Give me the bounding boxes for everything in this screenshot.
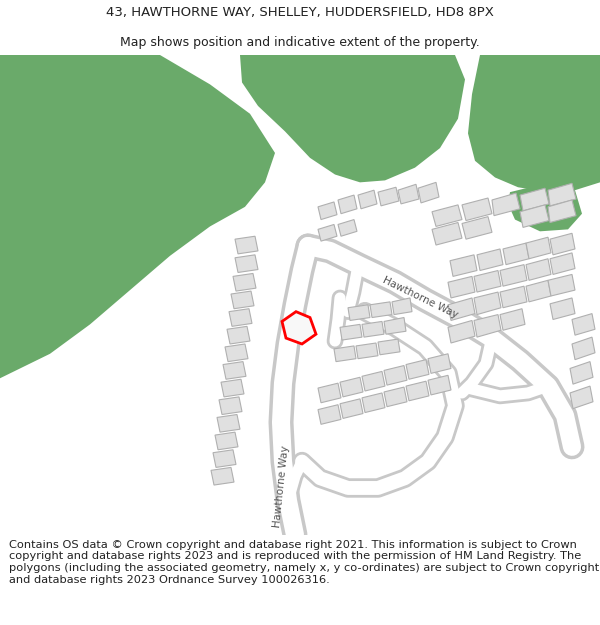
Polygon shape <box>548 183 576 206</box>
Polygon shape <box>526 259 551 280</box>
Polygon shape <box>503 243 529 264</box>
Polygon shape <box>235 236 258 254</box>
Polygon shape <box>318 224 337 241</box>
Polygon shape <box>548 274 575 296</box>
Polygon shape <box>570 362 593 384</box>
Polygon shape <box>221 379 244 397</box>
Text: Hawthorne Way: Hawthorne Way <box>272 444 290 528</box>
Polygon shape <box>227 326 250 344</box>
Text: Contains OS data © Crown copyright and database right 2021. This information is : Contains OS data © Crown copyright and d… <box>9 540 599 584</box>
Polygon shape <box>526 238 551 259</box>
Text: Map shows position and indicative extent of the property.: Map shows position and indicative extent… <box>120 36 480 49</box>
Polygon shape <box>340 324 362 340</box>
Polygon shape <box>572 314 595 335</box>
Polygon shape <box>432 205 462 226</box>
Polygon shape <box>356 343 378 359</box>
Polygon shape <box>432 222 462 245</box>
Polygon shape <box>229 309 252 326</box>
Polygon shape <box>384 366 407 385</box>
Polygon shape <box>223 362 246 379</box>
Polygon shape <box>572 337 595 359</box>
Polygon shape <box>362 371 385 391</box>
Polygon shape <box>450 255 477 276</box>
Polygon shape <box>448 276 475 298</box>
Polygon shape <box>474 292 501 314</box>
Polygon shape <box>428 354 451 373</box>
Polygon shape <box>240 55 465 182</box>
Polygon shape <box>448 298 475 321</box>
Polygon shape <box>492 193 520 216</box>
Polygon shape <box>0 55 275 378</box>
Polygon shape <box>462 198 492 221</box>
Text: Hawthorne Way: Hawthorne Way <box>381 276 459 321</box>
Polygon shape <box>500 309 525 330</box>
Polygon shape <box>550 298 575 319</box>
Polygon shape <box>398 184 419 204</box>
Polygon shape <box>448 321 475 343</box>
Polygon shape <box>378 339 400 355</box>
Polygon shape <box>225 344 248 362</box>
Polygon shape <box>526 280 551 302</box>
Polygon shape <box>474 314 501 337</box>
Polygon shape <box>340 399 363 418</box>
Polygon shape <box>418 182 439 203</box>
Polygon shape <box>384 318 406 334</box>
Polygon shape <box>340 378 363 397</box>
Polygon shape <box>217 414 240 432</box>
Polygon shape <box>428 376 451 395</box>
Polygon shape <box>338 195 357 214</box>
Polygon shape <box>318 383 341 402</box>
Polygon shape <box>520 188 549 211</box>
Polygon shape <box>233 274 256 291</box>
Polygon shape <box>392 298 412 314</box>
Polygon shape <box>477 249 503 271</box>
Polygon shape <box>508 182 582 231</box>
Polygon shape <box>362 393 385 412</box>
Polygon shape <box>406 359 429 379</box>
Polygon shape <box>358 190 377 209</box>
Polygon shape <box>474 271 501 292</box>
Polygon shape <box>318 202 337 219</box>
Polygon shape <box>370 302 392 318</box>
Polygon shape <box>338 219 357 236</box>
Polygon shape <box>318 405 341 424</box>
Polygon shape <box>282 312 316 344</box>
Polygon shape <box>219 397 242 414</box>
Polygon shape <box>384 387 407 407</box>
Polygon shape <box>215 432 238 450</box>
Polygon shape <box>548 200 576 222</box>
Polygon shape <box>520 205 549 228</box>
Polygon shape <box>570 386 593 409</box>
Polygon shape <box>235 255 258 272</box>
Polygon shape <box>362 321 384 337</box>
Polygon shape <box>500 286 527 308</box>
Polygon shape <box>213 450 236 468</box>
Polygon shape <box>378 188 399 206</box>
Text: 43, HAWTHORNE WAY, SHELLEY, HUDDERSFIELD, HD8 8PX: 43, HAWTHORNE WAY, SHELLEY, HUDDERSFIELD… <box>106 6 494 19</box>
Polygon shape <box>334 346 356 362</box>
Polygon shape <box>550 233 575 255</box>
Polygon shape <box>211 468 234 485</box>
Polygon shape <box>468 55 600 192</box>
Polygon shape <box>500 264 527 286</box>
Polygon shape <box>550 253 575 274</box>
Polygon shape <box>348 305 370 321</box>
Polygon shape <box>406 381 429 401</box>
Polygon shape <box>462 217 492 239</box>
Polygon shape <box>231 291 254 309</box>
